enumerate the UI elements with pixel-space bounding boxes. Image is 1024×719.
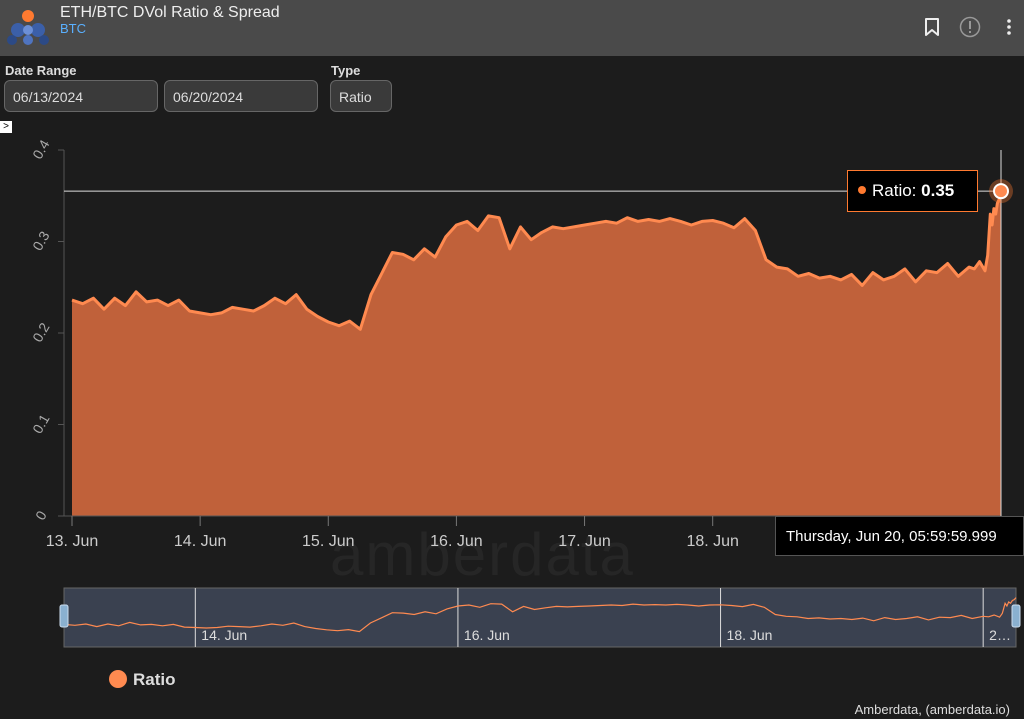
- legend-marker-icon: [109, 669, 127, 688]
- type-label: Type: [331, 63, 361, 78]
- navigator-tick-label: 14. Jun: [201, 627, 247, 643]
- tooltip-value: Ratio: 0.35: [847, 170, 978, 212]
- tooltip-series: Ratio:: [872, 181, 917, 200]
- header-bar: ETH/BTC DVol Ratio & Spread BTC: [0, 0, 1024, 56]
- navigator-tick-label: 16. Jun: [464, 627, 510, 643]
- amberdata-logo-icon: [7, 10, 49, 45]
- navigator-tick-label: 18. Jun: [727, 627, 773, 643]
- navigator-handle-left[interactable]: [59, 604, 69, 628]
- navigator-window: [63, 587, 1017, 648]
- x-tick-label: 18. Jun: [686, 533, 738, 550]
- navigator-series-line: [63, 597, 1017, 633]
- tooltip-number: 0.35: [921, 181, 955, 200]
- navigator-handle-right[interactable]: [1011, 604, 1021, 628]
- info-icon[interactable]: [959, 16, 981, 38]
- y-tick-label: 0.3: [29, 228, 53, 253]
- page-subtitle[interactable]: BTC: [60, 21, 86, 36]
- legend-label: Ratio: [133, 670, 176, 689]
- x-tick-label: 14. Jun: [174, 533, 226, 550]
- x-tick-label: 16. Jun: [430, 533, 482, 550]
- watermark: amberdata: [330, 521, 635, 588]
- credit-link[interactable]: Amberdata, (amberdata.io): [854, 702, 1010, 717]
- page-title: ETH/BTC DVol Ratio & Spread: [60, 4, 280, 21]
- y-tick-label: 0.4: [29, 137, 53, 162]
- x-tick-label: 13. Jun: [46, 533, 98, 550]
- y-tick-label: 0: [32, 508, 50, 523]
- x-tick-label: 17. Jun: [558, 533, 610, 550]
- series-ratio-line: [71, 190, 1003, 331]
- sidebar-toggle-button[interactable]: >: [0, 121, 12, 133]
- navigator-tick-label: 2…: [989, 627, 1011, 643]
- y-tick-label: 0.1: [29, 411, 53, 436]
- tooltip-date: Thursday, Jun 20, 05:59:59.999: [775, 516, 1024, 556]
- legend-item-ratio[interactable]: Ratio: [109, 669, 176, 690]
- end-date-input[interactable]: 06/20/2024: [164, 80, 318, 112]
- x-tick-label: 15. Jun: [302, 533, 354, 550]
- start-date-input[interactable]: 06/13/2024: [4, 80, 158, 112]
- series-marker-icon: [858, 185, 866, 194]
- type-select[interactable]: Ratio: [330, 80, 392, 112]
- y-tick-label: 0.2: [29, 320, 53, 345]
- series-ratio-area: [72, 191, 1001, 516]
- hover-point: [993, 183, 1009, 200]
- bookmark-icon[interactable]: [921, 16, 943, 38]
- more-vertical-icon[interactable]: [998, 16, 1020, 38]
- date-range-label: Date Range: [5, 63, 77, 78]
